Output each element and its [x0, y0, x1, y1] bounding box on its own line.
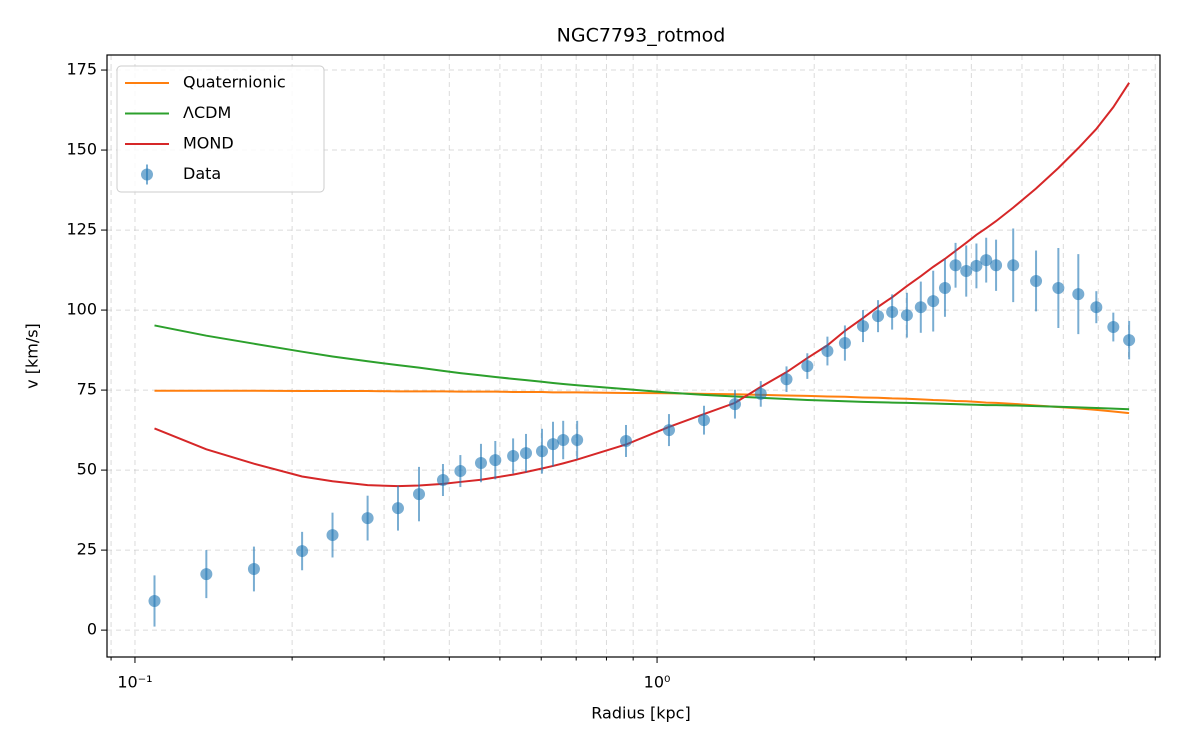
data-point	[821, 345, 834, 358]
data-point	[949, 259, 962, 272]
y-tick-label: 0	[87, 620, 97, 639]
data-point	[507, 450, 520, 463]
data-point	[1052, 281, 1065, 294]
model-line	[154, 82, 1130, 488]
data-point	[1007, 259, 1020, 272]
data-point	[413, 488, 426, 501]
data-point	[801, 360, 814, 373]
data-point	[391, 502, 404, 515]
data-point	[1030, 274, 1043, 287]
data-point	[697, 414, 710, 427]
legend-label: ΛCDM	[183, 103, 231, 122]
x-tick-label: 10⁰	[644, 673, 671, 692]
data-point	[960, 265, 973, 278]
data-point	[474, 457, 487, 470]
model-line	[154, 324, 1130, 411]
y-tick-label: 150	[66, 140, 97, 159]
data-point	[728, 398, 741, 411]
data-point	[856, 320, 869, 333]
data-point	[571, 434, 584, 447]
legend: Quaternionic ΛCDM MOND Data	[116, 65, 325, 193]
y-tick-label: 50	[77, 460, 97, 479]
model-line	[154, 389, 1130, 415]
data-point	[886, 305, 899, 318]
data-point	[1090, 301, 1103, 314]
data-point	[519, 447, 532, 460]
data-point	[980, 254, 993, 267]
legend-frame	[116, 65, 325, 193]
y-axis-label: v [km/s]	[23, 323, 42, 389]
legend-swatch	[141, 168, 153, 181]
data-point	[489, 454, 502, 467]
data-point	[1072, 288, 1085, 301]
data-point	[436, 474, 449, 487]
legend-label: MOND	[183, 134, 234, 153]
y-tick-label: 175	[66, 60, 97, 79]
data-point	[454, 465, 467, 478]
data-point	[914, 301, 927, 314]
legend-label: Quaternionic	[183, 73, 286, 92]
chart-title: NGC7793_rotmod	[557, 25, 726, 47]
data-point	[200, 568, 213, 581]
data-point	[247, 562, 260, 575]
data-point	[927, 295, 940, 308]
data-point	[780, 373, 793, 386]
data-point	[619, 434, 632, 447]
plot-area	[148, 82, 1136, 627]
data-point	[535, 445, 548, 458]
data-point	[326, 529, 339, 542]
legend-label: Data	[183, 164, 221, 183]
data-point	[838, 337, 851, 350]
x-axis-label: Radius [kpc]	[591, 704, 690, 723]
data-point	[361, 512, 374, 525]
y-tick-label: 25	[77, 540, 97, 559]
data-point	[557, 434, 570, 447]
data-point	[148, 594, 161, 607]
x-tick-label: 10⁻¹	[117, 673, 152, 692]
data-point	[1123, 334, 1136, 347]
data-point	[872, 310, 885, 323]
data-point	[754, 387, 767, 400]
data-point	[970, 259, 983, 272]
data-point	[990, 259, 1003, 272]
data-point	[296, 545, 309, 558]
data-point	[900, 309, 913, 322]
data-point	[938, 281, 951, 294]
data-point	[662, 424, 675, 437]
y-tick-label: 75	[77, 380, 97, 399]
data-point	[1107, 321, 1120, 334]
y-tick-label: 125	[66, 220, 97, 239]
y-tick-label: 100	[66, 300, 97, 319]
data-point	[547, 438, 560, 451]
